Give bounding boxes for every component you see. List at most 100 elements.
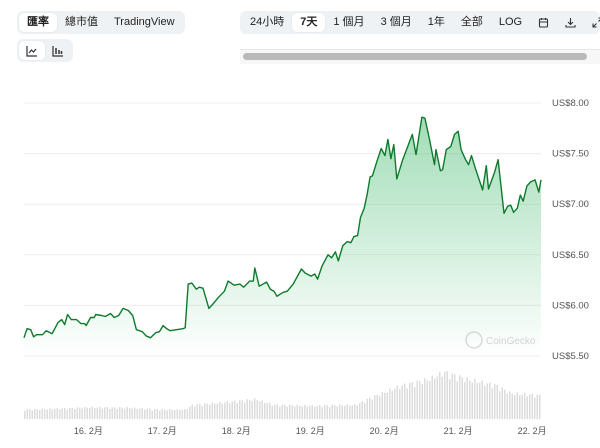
volume-bar [99,406,101,419]
volume-bar [221,403,223,419]
candlestick-chart-button[interactable] [45,41,71,60]
watermark-text: CoinGecko [486,336,536,347]
volume-bar [146,408,148,419]
calendar-button[interactable] [530,13,557,32]
volume-bar [249,399,251,419]
volume-bar [304,404,306,419]
volume-bar [204,403,206,419]
volume-bar [34,408,36,419]
volume-bar [274,404,276,419]
volume-bar [354,404,356,419]
volume-bar [524,392,526,419]
volume-bar [494,384,496,419]
volume-bar [101,408,103,419]
volume-bar [326,405,328,419]
volume-bar [364,402,366,419]
volume-bar [491,388,493,419]
y-tick-label: US$7.00 [552,199,589,210]
range-2[interactable]: 1 個月 [333,16,365,28]
volume-bar [144,409,146,419]
volume-bar [309,406,311,419]
volume-bar [481,380,483,419]
volume-bar [69,407,71,419]
volume-bar [314,406,316,419]
line-chart-button[interactable] [19,41,45,60]
volume-bar [154,408,156,419]
volume-bar [129,408,131,419]
volume-bar [331,404,333,419]
volume-bar [266,403,268,419]
volume-bar [381,391,383,419]
volume-bar [534,397,536,419]
volume-bar [51,409,53,419]
volume-bar [264,403,266,419]
volume-bar [451,373,453,419]
volume-bar [216,403,218,419]
volume-bar [441,376,443,419]
volume-bar [484,385,486,419]
volume-bar [159,410,161,419]
range-4[interactable]: 1年 [427,16,445,28]
tab-2[interactable]: TradingView [114,16,175,28]
volume-bar [186,409,188,419]
scrollbar-thumb[interactable] [243,53,587,60]
volume-bar [169,409,171,419]
volume-bar [171,409,173,419]
range-3[interactable]: 3 個月 [380,16,412,28]
volume-bar [486,383,488,419]
volume-bar [31,410,33,419]
volume-bar [179,410,181,419]
tab-1[interactable]: 總市值 [65,16,98,28]
volume-bar [119,407,121,419]
tab-0[interactable]: 匯率 [19,13,57,32]
volume-bar [446,371,448,419]
range-0[interactable]: 24小時 [250,16,285,28]
volume-bar [339,404,341,419]
chart-view-toggle [17,39,73,62]
volume-bar [311,405,313,419]
volume-bar [56,408,58,419]
volume-bar [226,401,228,419]
volume-bar [219,401,221,419]
volume-bar [214,403,216,419]
volume-bar [74,409,76,419]
volume-bar [229,403,231,419]
chart-scrollbar[interactable] [240,49,600,64]
volume-bar [189,406,191,419]
volume-bar [399,388,401,419]
candlestick-chart-icon [52,45,64,57]
volume-bar [334,405,336,419]
volume-bar [124,408,126,419]
volume-bar [106,407,108,419]
volume-bar [196,404,198,419]
volume-bar [521,394,523,419]
volume-bar [84,406,86,419]
download-button[interactable] [557,13,584,32]
coingecko-watermark: CoinGecko [465,331,536,349]
volume-bar [519,395,521,419]
volume-bar [254,398,256,419]
volume-bar [174,410,176,419]
volume-bar [256,400,258,419]
volume-bar [389,388,391,419]
volume-bar [231,401,233,419]
volume-bar [536,394,538,419]
volume-bar [434,378,436,419]
volume-bar [376,394,378,419]
x-tick-label: 21. 2月 [444,426,473,436]
volume-bar [429,381,431,419]
price-area [24,117,541,356]
volume-bar [401,385,403,419]
range-1[interactable]: 7天 [292,13,326,32]
volume-bar [419,381,421,419]
range-5[interactable]: 全部 [460,16,483,28]
volume-bar [291,405,293,419]
volume-bar [299,405,301,419]
x-tick-label: 19. 2月 [296,426,325,436]
volume-bar [349,405,351,419]
volume-bar [361,400,363,419]
volume-bar [81,408,83,419]
volume-bar [289,404,291,419]
range-6[interactable]: LOG [498,16,523,28]
volume-bar [109,408,111,419]
